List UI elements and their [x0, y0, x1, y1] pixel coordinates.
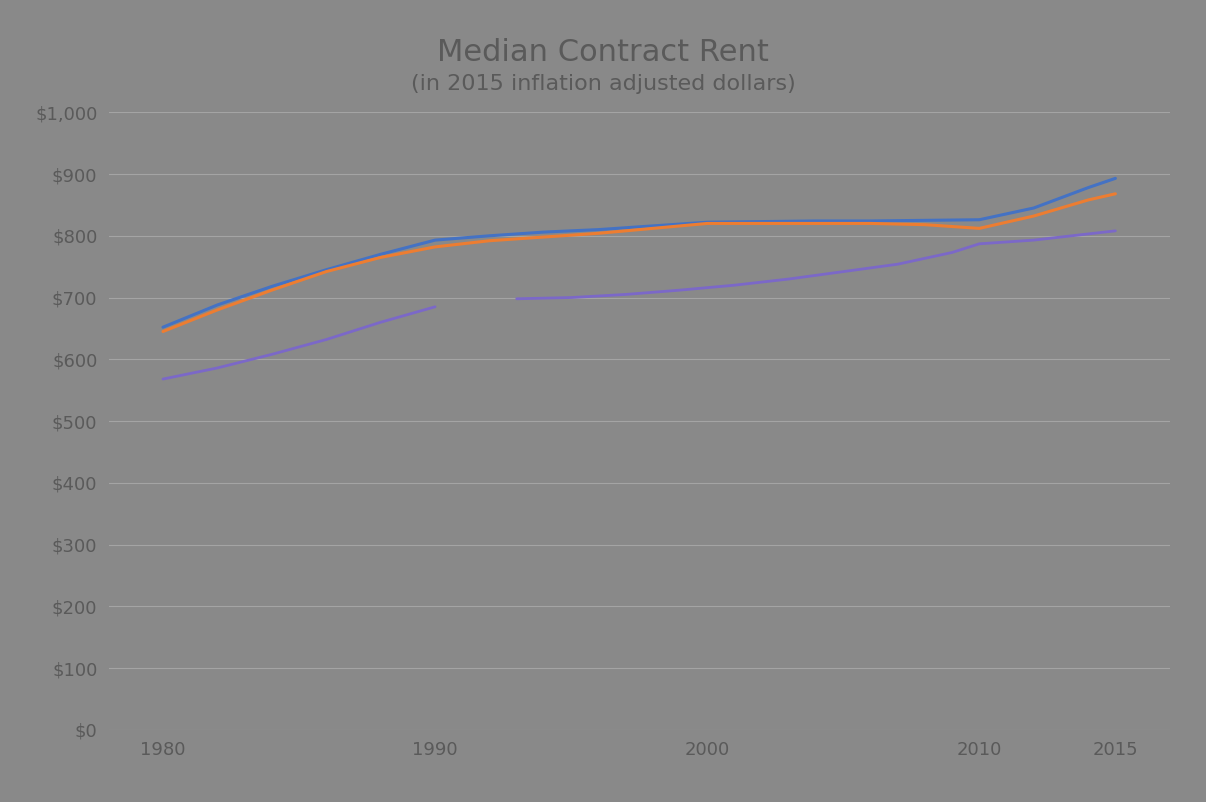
Text: Median Contract Rent: Median Contract Rent: [437, 38, 769, 67]
Text: (in 2015 inflation adjusted dollars): (in 2015 inflation adjusted dollars): [410, 75, 796, 94]
